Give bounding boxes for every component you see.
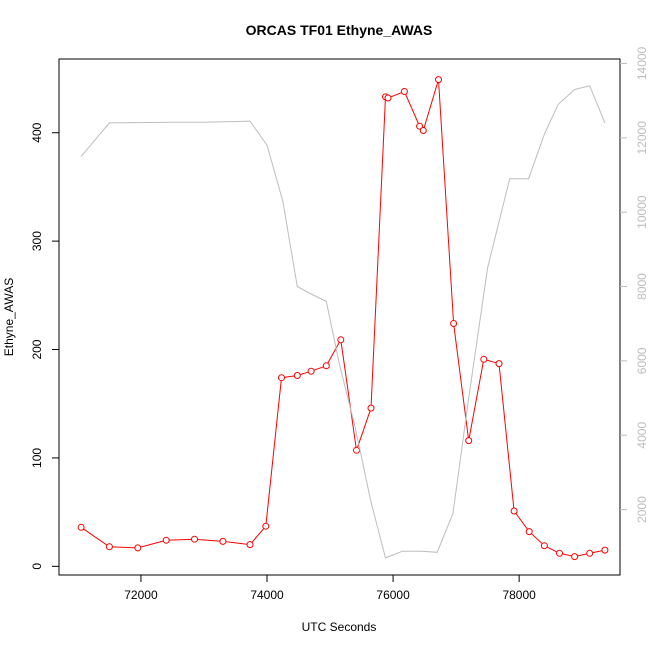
- data-point-22: [450, 320, 458, 327]
- y-tick-label: 100: [30, 448, 44, 468]
- data-point-6: [219, 537, 227, 545]
- data-point-32: [601, 546, 609, 554]
- y-tick-label: 200: [30, 339, 44, 359]
- x-tick-label: 74000: [250, 588, 284, 602]
- data-point-9: [278, 374, 285, 382]
- y-tick-label: 300: [30, 231, 44, 251]
- data-point-13: [337, 336, 345, 344]
- y2-tick-label: 10000: [635, 195, 649, 229]
- data-point-15: [367, 404, 375, 412]
- y2-tick-label: 14000: [635, 46, 649, 80]
- data-point-27: [525, 528, 533, 536]
- y-axis-right: 2000 4000 6000 8000 10000 12000 14000: [620, 46, 649, 523]
- data-point-31: [586, 549, 594, 557]
- x-tick-label: 72000: [124, 588, 158, 602]
- data-point-12: [322, 362, 330, 370]
- data-point-14: [353, 446, 360, 454]
- y2-tick-label: 12000: [635, 121, 649, 155]
- chart-title: ORCAS TF01 Ethyne_AWAS: [246, 22, 433, 38]
- data-point-7: [246, 541, 254, 549]
- data-point-5: [191, 535, 198, 543]
- data-point-2: [105, 543, 113, 551]
- plot-area: [77, 76, 609, 561]
- data-point-8: [262, 522, 270, 530]
- data-point-11: [307, 367, 315, 375]
- data-point-19: [416, 122, 424, 130]
- y2-tick-label: 6000: [635, 347, 649, 374]
- data-point-17: [384, 94, 392, 102]
- y-axis-left: 0 100 200 300 400: [30, 122, 59, 570]
- data-point-10: [293, 372, 301, 379]
- y2-tick-label: 4000: [635, 422, 649, 449]
- data-point-24: [480, 355, 488, 363]
- plot-frame: [58, 58, 621, 576]
- data-point-3: [134, 544, 142, 552]
- data-point-20: [419, 127, 427, 134]
- data-point-4: [162, 536, 170, 544]
- left-axis-series-line: [80, 79, 606, 558]
- data-point-26: [510, 507, 518, 515]
- y-tick-label: 400: [30, 122, 44, 142]
- y-tick-label: 0: [30, 563, 44, 570]
- data-point-18: [400, 88, 408, 95]
- data-point-23: [465, 437, 473, 445]
- y2-tick-label: 2000: [635, 496, 649, 523]
- data-point-1: [77, 523, 85, 531]
- y2-tick-label: 8000: [635, 273, 649, 300]
- data-point-30: [571, 553, 579, 561]
- data-point-21: [435, 76, 442, 84]
- data-point-29: [556, 549, 563, 557]
- y-axis-label: Ethyne_AWAS: [2, 278, 16, 356]
- data-point-28: [540, 542, 548, 550]
- right-axis-series-line: [80, 85, 606, 559]
- x-tick-label: 78000: [502, 588, 536, 602]
- data-point-25: [495, 360, 503, 368]
- x-tick-label: 76000: [376, 588, 410, 602]
- x-axis: 72000 74000 76000 78000: [124, 575, 536, 602]
- x-axis-label: UTC Seconds: [302, 620, 377, 634]
